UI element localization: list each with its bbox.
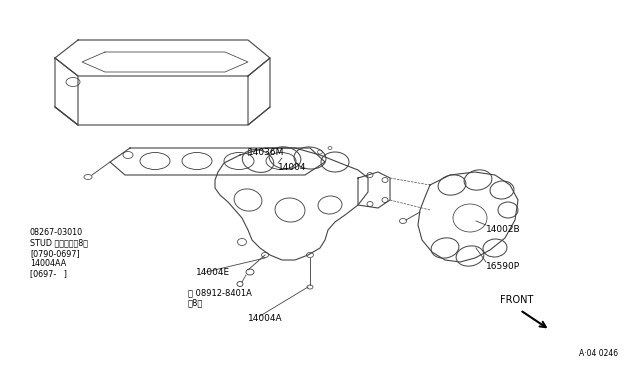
Text: 16590P: 16590P xyxy=(486,262,520,271)
Text: 08267-03010
STUD スタッド（8）
[0790-0697]
14004AA
[0697-   ]: 08267-03010 STUD スタッド（8） [0790-0697] 140… xyxy=(30,228,88,279)
Text: FRONT: FRONT xyxy=(500,295,533,305)
Text: 14004: 14004 xyxy=(278,163,307,172)
Text: A·04 0246: A·04 0246 xyxy=(579,349,618,358)
Text: 14002B: 14002B xyxy=(486,225,520,234)
Text: Ⓝ 08912-8401A
（8）: Ⓝ 08912-8401A （8） xyxy=(188,288,252,307)
Text: 14036M: 14036M xyxy=(248,148,284,157)
Text: 14004A: 14004A xyxy=(248,314,283,323)
Text: 14004E: 14004E xyxy=(196,268,230,277)
